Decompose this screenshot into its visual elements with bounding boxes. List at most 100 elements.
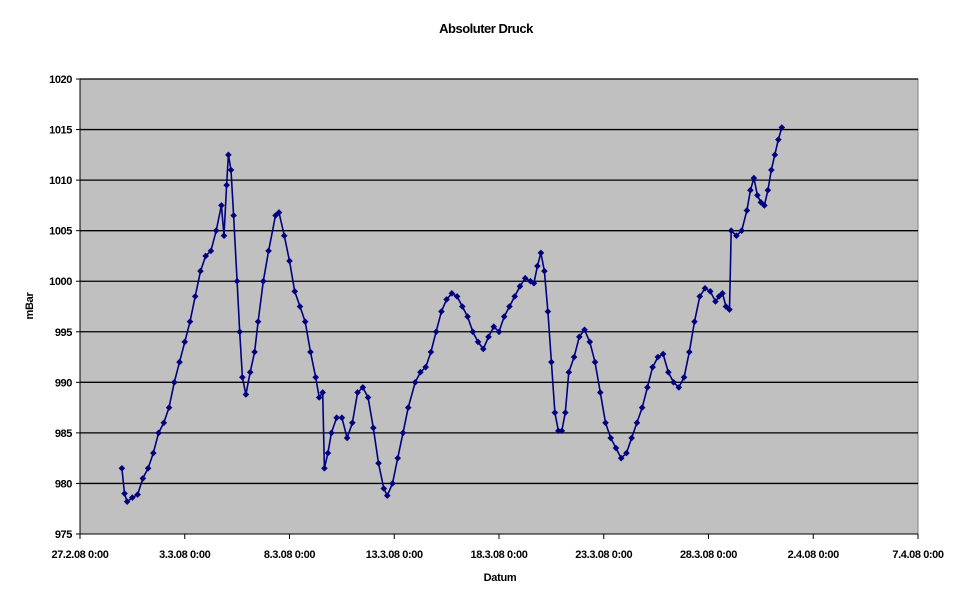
data-point-marker (675, 384, 683, 391)
data-point-marker (685, 348, 693, 356)
data-point-marker (490, 323, 498, 331)
data-point-marker (343, 434, 351, 442)
data-point-marker (438, 308, 445, 315)
data-point-marker (617, 454, 625, 462)
y-tick-label: 975 (55, 529, 72, 541)
data-point-marker (771, 151, 779, 159)
data-point-marker (432, 328, 440, 336)
data-point-marker (417, 368, 424, 376)
data-point-marker (544, 308, 552, 315)
data-point-marker (375, 459, 382, 467)
data-point-marker (719, 290, 726, 297)
data-point-marker (738, 227, 745, 234)
data-point-marker (364, 394, 372, 401)
data-point-marker (236, 328, 244, 336)
data-point-marker (649, 363, 656, 371)
data-point-marker (411, 379, 419, 386)
data-point-marker (474, 338, 482, 346)
data-point-marker (537, 249, 545, 257)
data-point-marker (623, 449, 630, 457)
data-point-marker (591, 358, 599, 366)
y-tick-label: 1000 (49, 276, 72, 288)
data-point-marker (218, 202, 225, 209)
x-tick-label: 7.4.08 0:00 (892, 549, 944, 561)
data-point-marker (548, 358, 555, 366)
x-axis-title: Datum (484, 572, 517, 584)
data-point-marker (665, 368, 672, 376)
plot-area (79, 78, 919, 535)
data-point-marker (118, 464, 126, 472)
data-point-marker (521, 274, 529, 282)
data-point-marker (754, 191, 761, 199)
data-point-marker (129, 494, 136, 501)
data-point-marker (670, 379, 677, 386)
data-point-marker (534, 262, 541, 270)
data-point-marker (301, 318, 309, 325)
x-tick-label: 28.3.08 0:00 (680, 549, 737, 561)
data-point-marker (602, 419, 609, 427)
data-point-marker (459, 303, 466, 310)
data-point-marker (150, 449, 157, 457)
data-point-marker (383, 492, 391, 499)
data-point-marker (757, 199, 765, 206)
data-point-marker (511, 293, 519, 300)
data-point-marker (427, 348, 435, 356)
data-point-marker (223, 181, 230, 189)
data-point-marker (324, 449, 332, 457)
data-point-marker (280, 232, 288, 240)
data-point-marker (160, 419, 168, 427)
data-point-marker (230, 212, 237, 219)
data-point-marker (307, 348, 314, 356)
y-tick-label: 985 (55, 428, 72, 440)
data-point-marker (272, 212, 279, 219)
data-point-marker (315, 394, 323, 401)
data-point-marker (775, 136, 782, 143)
data-point-marker (448, 290, 456, 297)
data-point-marker (654, 353, 662, 361)
data-point-marker (768, 166, 775, 174)
data-point-marker (242, 391, 250, 398)
x-tick-label: 3.3.08 0:00 (159, 549, 211, 561)
data-point-marker (207, 247, 215, 255)
data-point-marker (220, 232, 228, 240)
data-point-marker (516, 282, 524, 290)
data-point-marker (254, 318, 262, 325)
series-group (118, 124, 786, 505)
data-point-marker (165, 404, 173, 411)
data-point-marker (251, 348, 258, 356)
data-point-marker (212, 227, 220, 234)
data-point-marker (541, 267, 548, 275)
data-point-marker (638, 404, 646, 411)
data-point-marker (275, 209, 283, 216)
data-point-marker (750, 174, 758, 182)
data-point-marker (380, 485, 388, 492)
data-point-marker (530, 279, 538, 287)
data-point-marker (596, 389, 604, 396)
data-point-marker (691, 318, 698, 325)
data-point-marker (246, 368, 254, 376)
data-point-marker (612, 444, 620, 452)
data-point-marker (443, 296, 450, 303)
y-axis-title: mBar (24, 292, 36, 320)
data-point-marker (176, 358, 183, 366)
data-point-marker (319, 389, 326, 396)
data-point-marker (389, 480, 396, 487)
data-point-marker (565, 368, 573, 376)
data-point-marker (225, 151, 232, 159)
y-tick-label: 995 (55, 327, 72, 339)
data-point-marker (680, 373, 688, 381)
data-point-marker (562, 409, 569, 416)
data-point-marker (394, 454, 402, 462)
data-point-marker (696, 293, 704, 300)
x-tick-label: 23.3.08 0:00 (575, 549, 632, 561)
data-point-marker (121, 490, 128, 497)
data-point-marker (181, 338, 189, 346)
data-point-marker (296, 303, 304, 310)
data-point-marker (202, 252, 209, 260)
data-point-marker (701, 285, 709, 292)
data-point-marker (659, 350, 667, 358)
data-point-marker (727, 227, 735, 234)
data-point-marker (233, 277, 241, 285)
data-point-marker (706, 288, 714, 295)
